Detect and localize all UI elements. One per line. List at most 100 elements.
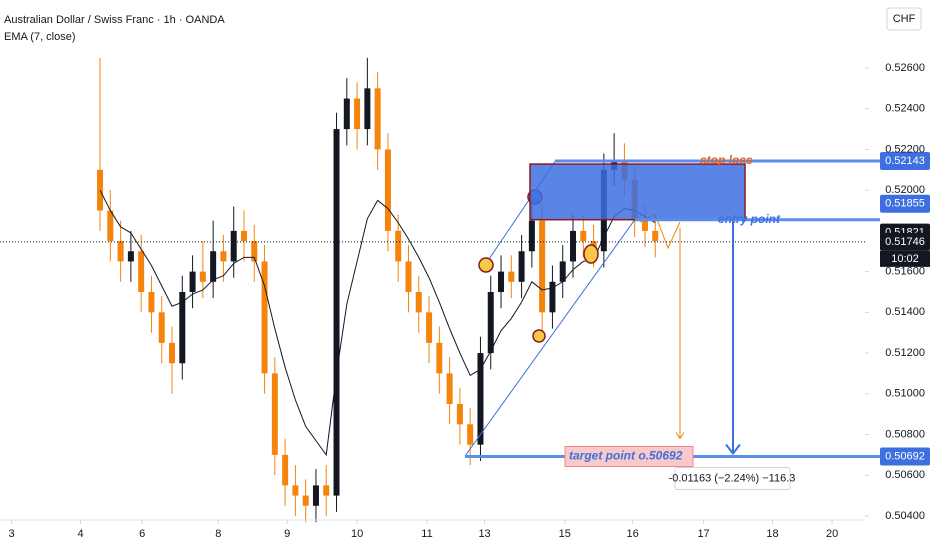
candle-body [292,485,299,496]
swing-marker [532,329,546,343]
countdown-box [880,250,930,267]
candle-body [467,424,474,445]
y-tick-label: 0.52200 [885,143,925,155]
candle-body [333,129,340,496]
candle-body [374,88,381,150]
x-tick-label: 20 [826,528,838,540]
candle-body [436,342,443,374]
candle-body [158,312,165,343]
candle-body [477,353,484,445]
candle-body [199,271,206,282]
price-tag-label: 0.52143 [885,155,925,167]
y-tick-label: 0.51200 [885,347,925,359]
candle-body [354,98,361,130]
candle-body [169,342,176,364]
stop-loss-label: stop loss [700,153,753,167]
y-tick-label: 0.51600 [885,266,925,278]
y-tick-label: 0.51400 [885,306,925,318]
candle-body [559,261,566,282]
candle-body [487,291,494,354]
candle-body [498,271,505,292]
y-tick-label: 0.51000 [885,388,925,400]
x-tick-label: 17 [697,528,709,540]
entry-label: entry point [718,212,781,226]
candle-body [302,495,309,506]
candle-body [456,403,463,425]
candle-body [569,230,576,262]
y-tick-label: 0.52000 [885,184,925,196]
candle-body [210,251,217,282]
y-tick-label: 0.50800 [885,428,925,440]
entry-zone [529,163,746,221]
target-label: target point o.50692 [569,449,683,463]
x-tick-label: 16 [627,528,639,540]
swing-marker [583,244,599,264]
candle-body [508,271,515,282]
candle-body [405,261,412,292]
x-tick-label: 6 [139,528,145,540]
price-tag [880,194,930,213]
candle-body [384,149,391,231]
candle-body [138,251,145,292]
candle-body [415,291,422,313]
candle-body [528,220,535,252]
target-arrowhead [725,443,741,456]
x-tick-label: 11 [421,528,432,540]
candle-body [127,251,134,262]
x-tick-label: 15 [559,528,571,540]
candle-body [323,485,330,496]
candle-body [240,230,247,242]
y-tick-label: 0.50600 [885,469,925,481]
candle-body [395,230,402,262]
price-tag-label: 0.51746 [885,236,925,248]
x-tick-label: 18 [766,528,778,540]
candle-body [251,241,258,262]
swing-marker [478,257,494,273]
candle-body [549,281,556,313]
candle-body [117,241,124,262]
candle-body [189,271,196,292]
candle-body [312,485,319,506]
candle-body [446,373,453,404]
x-tick-label: 13 [478,528,490,540]
candle-body [148,291,155,313]
candle-body [652,230,659,242]
candle-body [179,291,186,364]
price-tag [880,447,930,466]
candle-body [641,220,648,231]
plot-area [97,57,659,523]
price-tag-label: 0.50692 [885,450,925,462]
x-tick-label: 4 [77,528,83,540]
measure-box [674,466,791,490]
candle-body [426,312,433,343]
ema-line [99,189,656,457]
price-tag [880,232,930,251]
x-tick-label: 3 [9,528,15,540]
x-tick-label: 10 [351,528,363,540]
candle-body [230,230,237,262]
candle-body [107,210,114,242]
price-tag-label: 0.51855 [885,198,925,210]
chart-title: Australian Dollar / Swiss Franc · 1h · O… [4,14,225,26]
price-tag [880,152,930,171]
candle-body [343,98,350,130]
channel-lower [464,217,637,457]
candle-body [364,88,371,130]
measure-label: -0.01163 (−2.24%) −116.3 [669,472,796,484]
y-tick-label: 0.52400 [885,103,925,115]
candle-body [271,373,278,455]
candle-body [518,251,525,282]
countdown-label: 10:02 [891,253,919,265]
y-tick-label: 0.50400 [885,510,925,522]
candle-body [539,220,546,313]
x-tick-label: 8 [215,528,221,540]
candle-body [220,251,227,262]
candle-body [282,454,289,486]
currency-label: CHF [893,13,916,25]
projection-arrowhead [675,432,685,440]
currency-box[interactable] [886,7,922,31]
annotations: stop loss entry point target point o.50692… [0,152,930,490]
candle-body [261,261,268,374]
